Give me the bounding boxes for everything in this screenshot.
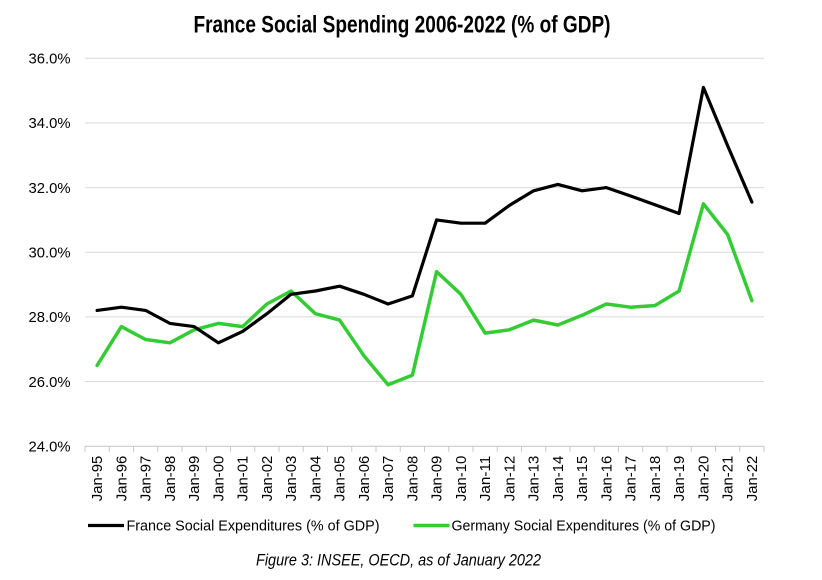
svg-text:32.0%: 32.0% [29,180,71,197]
svg-text:28.0%: 28.0% [29,309,71,326]
svg-text:26.0%: 26.0% [29,374,71,391]
svg-text:Jan-04: Jan-04 [307,456,324,502]
svg-text:Jan-08: Jan-08 [404,456,421,502]
svg-text:Jan-15: Jan-15 [574,456,591,502]
svg-text:Jan-01: Jan-01 [235,456,252,502]
svg-text:Jan-09: Jan-09 [429,456,446,502]
svg-text:Jan-00: Jan-00 [210,456,227,502]
svg-text:Jan-19: Jan-19 [671,456,688,502]
svg-text:Jan-10: Jan-10 [453,456,470,502]
svg-text:Jan-13: Jan-13 [526,456,543,502]
svg-text:Jan-14: Jan-14 [550,456,567,502]
svg-text:France Social Expenditures (%: France Social Expenditures (% of GDP) [127,518,380,535]
svg-text:34.0%: 34.0% [29,115,71,132]
svg-text:Jan-21: Jan-21 [720,456,737,502]
svg-text:Jan-05: Jan-05 [332,456,349,502]
svg-text:Figure 3: INSEE, OECD, as of J: Figure 3: INSEE, OECD, as of January 202… [256,551,541,570]
svg-text:Jan-18: Jan-18 [647,456,664,502]
svg-text:30.0%: 30.0% [29,245,71,262]
svg-text:Jan-16: Jan-16 [598,456,615,502]
svg-text:Jan-96: Jan-96 [113,456,130,502]
svg-text:Jan-02: Jan-02 [259,456,276,502]
svg-text:Jan-17: Jan-17 [623,456,640,502]
svg-text:Jan-99: Jan-99 [186,456,203,502]
svg-text:Jan-98: Jan-98 [162,456,179,502]
svg-text:Jan-20: Jan-20 [695,456,712,502]
svg-text:Jan-97: Jan-97 [138,456,155,502]
svg-text:36.0%: 36.0% [29,51,71,68]
svg-text:24.0%: 24.0% [29,439,71,456]
svg-text:Jan-03: Jan-03 [283,456,300,502]
svg-text:Jan-22: Jan-22 [744,456,761,502]
svg-text:Jan-12: Jan-12 [501,456,518,502]
svg-text:Jan-95: Jan-95 [89,456,106,502]
svg-text:Germany Social Expenditures (%: Germany Social Expenditures (% of GDP) [452,518,716,535]
svg-text:Jan-07: Jan-07 [380,456,397,502]
svg-text:Jan-11: Jan-11 [477,456,494,502]
svg-text:France Social Spending 2006-20: France Social Spending 2006-2022 (% of G… [194,11,611,38]
svg-text:Jan-06: Jan-06 [356,456,373,502]
